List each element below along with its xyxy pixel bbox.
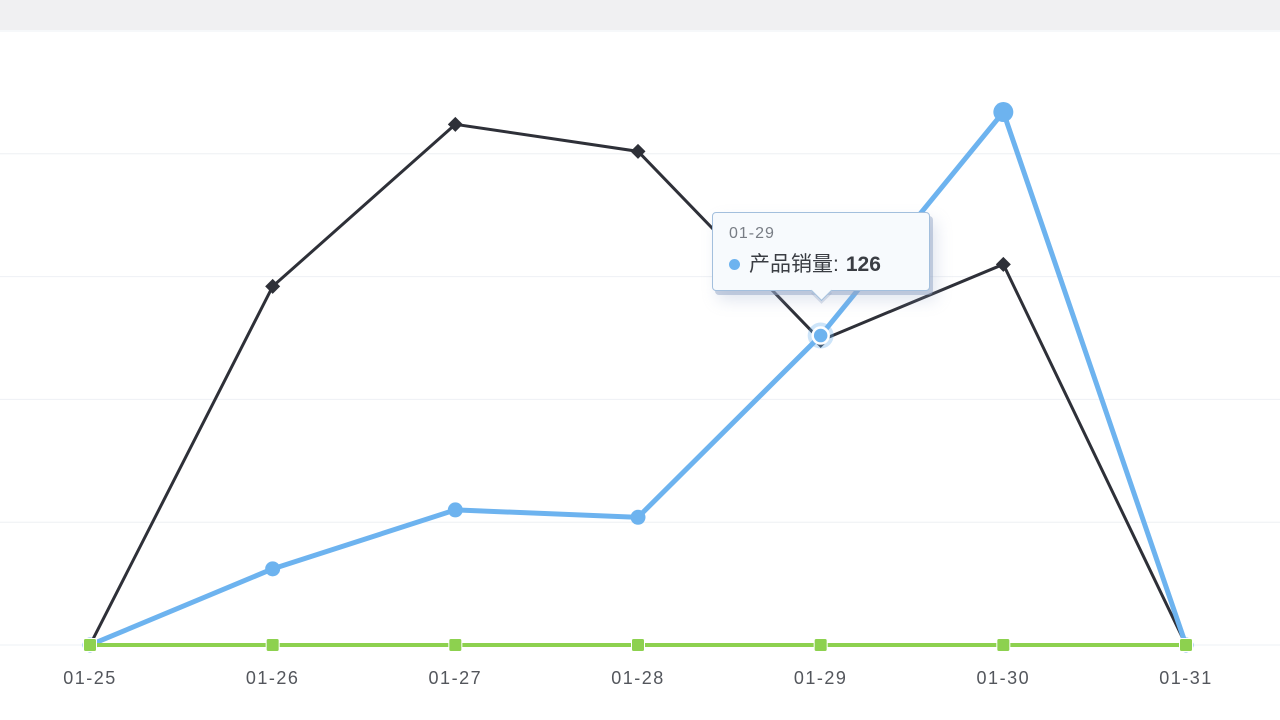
product-sales-line	[87, 109, 1189, 648]
chart-tooltip: 01-29 产品销量: 126	[712, 212, 930, 302]
product-sales-point-01-26[interactable]	[265, 561, 281, 577]
black-series-point-01-27[interactable]	[447, 116, 463, 132]
product-sales-point-01-28[interactable]	[630, 509, 646, 525]
green-series-point-01-30[interactable]	[996, 638, 1011, 652]
green-series-point-01-31[interactable]	[1179, 638, 1193, 652]
green-series-point-01-25[interactable]	[83, 638, 97, 652]
x-axis-label: 01-29	[794, 668, 848, 688]
green-series-point-01-29[interactable]	[813, 638, 828, 652]
x-axis-label: 01-25	[63, 668, 117, 688]
black-series-point-01-30[interactable]	[995, 256, 1011, 272]
x-axis-label: 01-30	[977, 668, 1031, 688]
product-sales-point-01-30[interactable]	[993, 102, 1014, 123]
black-series-line	[88, 122, 1188, 647]
x-axis-label: 01-31	[1159, 668, 1213, 688]
black-series-point-01-28[interactable]	[630, 143, 646, 159]
top-toolbar-strip	[0, 0, 1280, 30]
green-series-point-01-27[interactable]	[448, 638, 463, 652]
tooltip-date: 01-29	[729, 225, 775, 242]
green-series-point-01-28[interactable]	[631, 638, 645, 652]
tooltip-value: 126	[845, 253, 881, 276]
tooltip-series-dot	[729, 259, 740, 271]
tooltip-series-row: 产品销量: 126	[729, 252, 913, 277]
tooltip-series-label: 产品销量:	[749, 253, 839, 276]
product-sales-point-01-27[interactable]	[447, 502, 463, 518]
green-series-point-01-26[interactable]	[265, 638, 280, 652]
x-axis-label: 01-26	[246, 668, 300, 688]
x-axis-label: 01-28	[611, 668, 665, 688]
black-series-point-01-26[interactable]	[265, 278, 281, 294]
product-sales-point-01-29[interactable]	[811, 326, 830, 345]
x-axis-label: 01-27	[429, 668, 483, 688]
